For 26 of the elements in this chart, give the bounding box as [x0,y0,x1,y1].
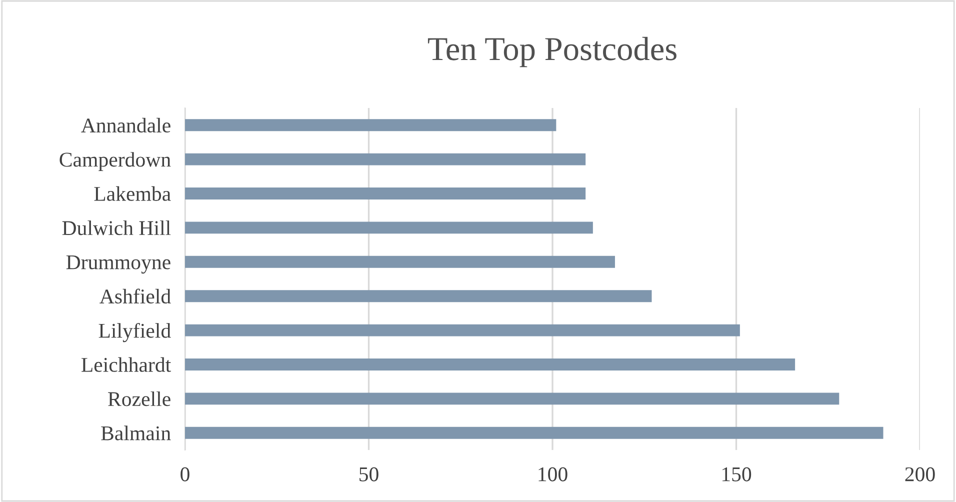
bar [185,290,652,302]
bar [185,324,740,336]
y-tick-label: Annandale [81,118,170,133]
x-tick-label: 200 [905,467,935,482]
x-tick-label: 100 [538,467,568,482]
bar [185,358,796,370]
x-tick-label: 150 [722,467,752,482]
chart-title: Ten Top Postcodes [428,36,676,68]
y-tick-label: Drummoyne [66,255,170,274]
bar [185,392,840,405]
y-tick-label: Dulwich Hill [62,220,171,236]
y-tick-label: Ashfield [100,288,171,304]
y-tick-label: Camperdown [60,152,171,171]
bar [185,188,586,200]
bar [185,426,884,439]
bar [185,119,556,132]
y-tick-label: Rozelle [108,391,170,406]
y-tick-label: Leichhardt [81,357,171,372]
y-tick-label: Lilyfield [98,322,171,342]
bar [185,153,586,166]
bar [185,222,593,234]
y-tick-label: Lakemba [94,186,171,201]
y-tick-label: Balmain [101,426,171,440]
x-tick-label: 0 [180,467,190,482]
bar [185,256,615,268]
x-tick-label: 50 [360,467,378,482]
